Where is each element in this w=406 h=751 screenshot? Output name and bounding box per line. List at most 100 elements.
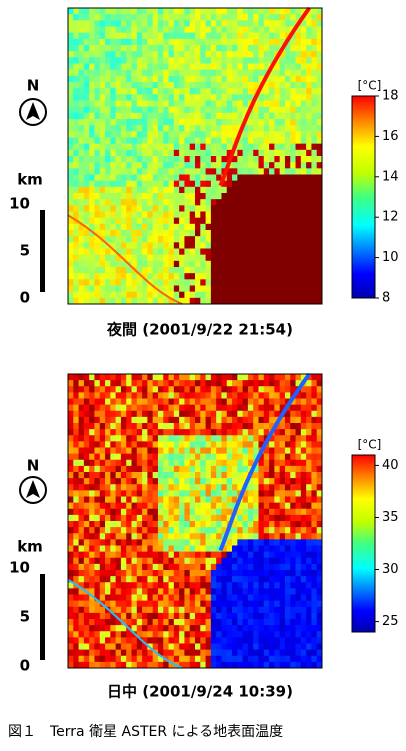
image-pixel (169, 14, 175, 21)
image-pixel (259, 613, 265, 620)
image-pixel (100, 199, 106, 206)
image-pixel (253, 125, 259, 132)
image-pixel (100, 490, 106, 497)
image-pixel (269, 650, 275, 657)
image-pixel (158, 267, 164, 274)
image-pixel (311, 181, 317, 188)
image-pixel (248, 650, 254, 657)
image-pixel (126, 607, 132, 614)
image-pixel (89, 478, 95, 485)
image-pixel (285, 490, 291, 497)
image-pixel (221, 472, 227, 479)
image-pixel (237, 236, 243, 243)
image-pixel (179, 631, 185, 638)
image-pixel (174, 199, 180, 206)
image-pixel (137, 255, 143, 262)
image-pixel (84, 242, 90, 249)
image-pixel (232, 374, 238, 381)
image-pixel (221, 595, 227, 602)
image-pixel (221, 249, 227, 256)
image-pixel (216, 509, 222, 516)
image-pixel (84, 156, 90, 163)
image-pixel (232, 70, 238, 77)
image-pixel (163, 607, 169, 614)
image-pixel (285, 187, 291, 194)
image-pixel (206, 546, 212, 553)
image-pixel (147, 8, 153, 15)
image-pixel (190, 521, 196, 528)
image-pixel (94, 51, 100, 58)
image-pixel (311, 490, 317, 497)
image-pixel (200, 255, 206, 262)
image-pixel (132, 423, 138, 430)
image-pixel (163, 150, 169, 157)
image-pixel (296, 466, 302, 473)
image-pixel (264, 33, 270, 40)
image-pixel (142, 631, 148, 638)
image-pixel (227, 405, 233, 412)
image-pixel (264, 181, 270, 188)
image-pixel (216, 267, 222, 274)
image-pixel (264, 14, 270, 21)
image-pixel (253, 405, 259, 412)
image-pixel (163, 582, 169, 589)
image-pixel (153, 595, 159, 602)
image-pixel (153, 39, 159, 46)
image-pixel (206, 76, 212, 83)
image-pixel (132, 82, 138, 89)
image-pixel (190, 39, 196, 46)
image-pixel (290, 82, 296, 89)
image-pixel (100, 539, 106, 546)
image-pixel (237, 509, 243, 516)
image-pixel (253, 249, 259, 256)
image-pixel (100, 484, 106, 491)
image-pixel (73, 637, 79, 644)
image-pixel (126, 515, 132, 522)
image-pixel (116, 631, 122, 638)
image-pixel (110, 595, 116, 602)
image-pixel (84, 205, 90, 212)
image-pixel (248, 515, 254, 522)
image-pixel (105, 39, 111, 46)
image-pixel (237, 558, 243, 565)
image-pixel (259, 582, 265, 589)
image-pixel (174, 613, 180, 620)
image-pixel (174, 273, 180, 280)
image-pixel (153, 497, 159, 504)
image-pixel (89, 613, 95, 620)
image-pixel (142, 656, 148, 663)
image-pixel (280, 576, 286, 583)
image-pixel (179, 8, 185, 15)
image-pixel (147, 631, 153, 638)
image-pixel (264, 175, 270, 182)
image-pixel (195, 588, 201, 595)
image-pixel (110, 199, 116, 206)
image-pixel (116, 411, 122, 418)
image-pixel (290, 374, 296, 381)
image-pixel (232, 88, 238, 95)
image-pixel (206, 521, 212, 528)
image-pixel (306, 88, 312, 95)
image-pixel (190, 374, 196, 381)
image-pixel (158, 497, 164, 504)
image-pixel (142, 539, 148, 546)
image-pixel (142, 576, 148, 583)
image-pixel (221, 267, 227, 274)
image-pixel (158, 181, 164, 188)
image-pixel (264, 546, 270, 553)
image-pixel (285, 267, 291, 274)
scale-label: 10 (9, 559, 30, 577)
image-pixel (248, 552, 254, 559)
image-pixel (73, 113, 79, 120)
image-pixel (211, 552, 217, 559)
image-pixel (311, 162, 317, 169)
colorbar-tick-label: 25 (382, 614, 399, 629)
image-pixel (158, 76, 164, 83)
image-pixel (174, 619, 180, 626)
image-pixel (274, 478, 280, 485)
image-pixel (126, 193, 132, 200)
image-pixel (179, 279, 185, 286)
image-pixel (121, 644, 127, 651)
image-pixel (190, 193, 196, 200)
image-pixel (306, 144, 312, 151)
